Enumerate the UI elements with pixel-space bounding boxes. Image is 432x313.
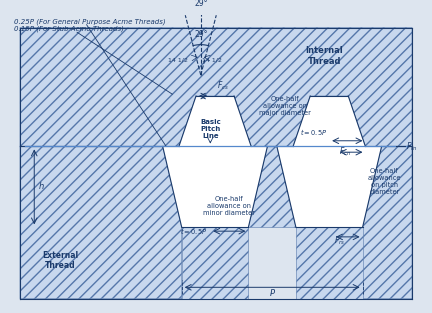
Text: $F_{cs}$: $F_{cs}$ <box>217 80 229 92</box>
Text: Internal
Thread: Internal Thread <box>305 46 343 66</box>
Text: 14 1/2: 14 1/2 <box>202 57 222 62</box>
Text: $t = 0.5P$: $t = 0.5P$ <box>180 226 207 236</box>
Text: Basic
Pitch
Line: Basic Pitch Line <box>200 119 221 139</box>
Text: P: P <box>270 289 275 298</box>
Text: 29°: 29° <box>194 0 207 8</box>
Text: $t = 0.5P$: $t = 0.5P$ <box>300 127 327 137</box>
Text: 29°: 29° <box>194 30 207 39</box>
Text: One-half
allowance on
minor diameter: One-half allowance on minor diameter <box>203 197 255 216</box>
Polygon shape <box>182 227 248 299</box>
Text: h: h <box>39 182 44 192</box>
Polygon shape <box>362 146 412 299</box>
Polygon shape <box>248 146 296 227</box>
Polygon shape <box>179 96 251 146</box>
Polygon shape <box>296 227 362 299</box>
Polygon shape <box>20 146 182 299</box>
Polygon shape <box>277 146 381 227</box>
Polygon shape <box>293 96 365 146</box>
Polygon shape <box>163 146 267 227</box>
Text: $F_{rn}$: $F_{rn}$ <box>407 140 418 153</box>
Text: $F_{rs}$: $F_{rs}$ <box>334 234 345 247</box>
Text: One-half
allowance on
major diameter: One-half allowance on major diameter <box>259 95 311 115</box>
Text: $F_{cn}$: $F_{cn}$ <box>339 146 351 158</box>
Text: 0.25P (For General Purpose Acme Threads): 0.25P (For General Purpose Acme Threads) <box>14 18 166 24</box>
Text: One-half
allowance
on pitch
diameter: One-half allowance on pitch diameter <box>368 168 401 195</box>
Text: 14 1/2: 14 1/2 <box>168 57 187 62</box>
Text: External
Thread: External Thread <box>42 251 78 270</box>
Text: 0.15P (For Stub Acme Threads): 0.15P (For Stub Acme Threads) <box>14 26 124 32</box>
Polygon shape <box>20 28 412 146</box>
